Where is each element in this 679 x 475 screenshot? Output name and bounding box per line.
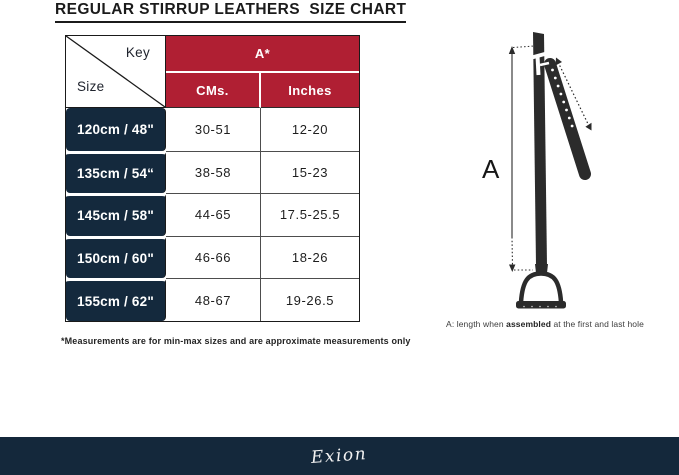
caption-prefix: A: length when [446, 319, 507, 329]
arrowhead-diagonal-top [555, 57, 562, 66]
size-label: Size [77, 79, 105, 94]
page-title: REGULAR STIRRUP LEATHERS SIZE CHART [55, 1, 407, 23]
cell-cms-135cm: 38-58 [166, 150, 261, 194]
stirrup-neck [535, 264, 548, 273]
column-header-a: A* [166, 36, 359, 73]
stirrup-leather-diagram: A [420, 25, 670, 337]
cell-inches-145cm: 17.5-25.5 [261, 193, 359, 236]
caption-bold-word: assembled [506, 319, 551, 329]
stirrup-branches [518, 271, 564, 303]
stirrup-tread [516, 301, 566, 309]
cell-inches-135cm: 15-23 [261, 150, 359, 194]
size-chart-table: Key Size A* CMs. Inches 120cm / 48" 30-5… [65, 35, 360, 322]
key-size-header-cell: Key Size [66, 36, 166, 108]
arrowhead-top [508, 46, 516, 54]
diagonal-dimension-arrow [557, 61, 590, 127]
strap-holes [551, 68, 574, 128]
dimension-line-a [511, 45, 535, 271]
row-size-155cm: 155cm / 62" [66, 278, 166, 321]
stirrup-tread-grip [523, 305, 557, 308]
cell-cms-145cm: 44-65 [166, 193, 261, 236]
arrowhead-bottom [509, 264, 516, 272]
cell-inches-150cm: 18-26 [261, 235, 359, 279]
cell-inches-120cm: 12-20 [261, 108, 359, 151]
cell-cms-120cm: 30-51 [166, 108, 261, 151]
caption-suffix: at the first and last hole [551, 319, 644, 329]
dimension-label-a: A [482, 154, 500, 184]
cell-inches-155cm: 19-26.5 [261, 278, 359, 321]
footer-bar: Exion [0, 437, 679, 475]
diagram-caption: A: length when assembled at the first an… [430, 319, 660, 329]
measurements-footnote: *Measurements are for min-max sizes and … [61, 336, 411, 346]
arrowhead-diagonal-bottom [585, 122, 592, 131]
cell-cms-150cm: 46-66 [166, 235, 261, 279]
row-size-135cm: 135cm / 54“ [66, 150, 166, 194]
brand-logo: Exion [310, 444, 369, 468]
vertical-strap [533, 32, 547, 266]
column-header-inches: Inches [261, 73, 359, 108]
stirrup-leather-illustration: A [482, 32, 592, 309]
diagonal-strap [544, 58, 591, 180]
row-size-120cm: 120cm / 48" [66, 108, 166, 151]
key-label: Key [125, 45, 150, 60]
cell-cms-155cm: 48-67 [166, 278, 261, 321]
row-size-150cm: 150cm / 60" [66, 235, 166, 279]
diagonal-divider-line [66, 36, 165, 107]
buckle [529, 50, 553, 76]
column-header-cms: CMs. [166, 73, 261, 108]
row-size-145cm: 145cm / 58" [66, 193, 166, 236]
